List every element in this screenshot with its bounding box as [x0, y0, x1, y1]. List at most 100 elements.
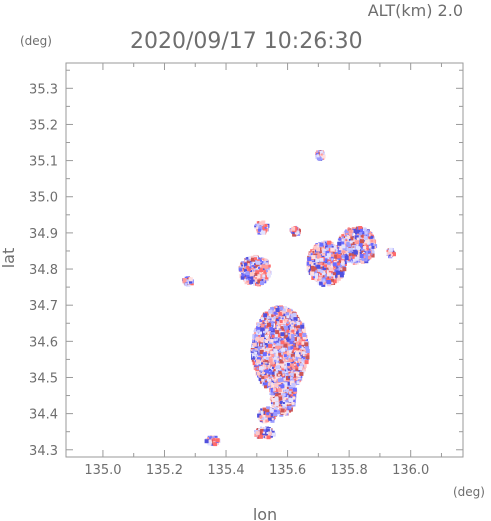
x-unit-label: (deg): [453, 485, 485, 499]
echo-cell: [338, 236, 341, 239]
echo-cell: [297, 364, 299, 367]
echo-cell: [293, 317, 298, 322]
echo-cell: [319, 156, 323, 160]
echo-cell: [350, 241, 355, 246]
echo-cell: [288, 334, 291, 337]
echo-cell: [293, 321, 296, 324]
echo-cell: [332, 268, 336, 272]
echo-cell: [270, 396, 273, 400]
echo-cell: [259, 415, 263, 419]
echo-cell: [331, 258, 334, 261]
echo-cell: [252, 349, 256, 353]
echo-cell: [291, 351, 294, 354]
echo-cell: [288, 354, 292, 358]
echo-cell: [277, 388, 282, 392]
echo-cell: [285, 329, 287, 332]
echo-cell: [268, 371, 272, 375]
echo-cell: [265, 409, 270, 414]
echo-cell: [294, 320, 297, 323]
echo-cell: [287, 366, 292, 371]
echo-cell: [269, 327, 274, 331]
echo-cell: [261, 370, 266, 375]
echo-cell: [327, 276, 332, 281]
echo-cell: [289, 315, 292, 317]
echo-cell: [256, 355, 259, 358]
echo-cell: [292, 388, 295, 391]
echo-cell: [259, 222, 263, 226]
echo-cell: [359, 232, 363, 236]
echo-cell: [265, 353, 270, 358]
echo-cell: [327, 264, 331, 268]
echo-cell: [252, 342, 257, 347]
echo-cell: [263, 319, 268, 323]
echo-cell: [292, 231, 295, 234]
echo-cell: [278, 392, 281, 395]
echo-cell: [338, 237, 342, 241]
echo-cell: [283, 343, 288, 348]
echo-cell: [289, 325, 293, 329]
echo-cell: [306, 266, 311, 271]
echo-cell: [267, 336, 270, 339]
y-tick-label: 34.7: [29, 299, 58, 314]
echo-cell: [289, 398, 293, 403]
echo-cell: [207, 441, 212, 446]
echo-cell: [285, 378, 290, 383]
echo-cell: [262, 227, 267, 232]
echo-cell: [352, 246, 355, 249]
echo-cell: [268, 358, 273, 363]
echo-cell: [240, 261, 245, 266]
echo-cell: [273, 376, 276, 379]
echo-cell: [291, 334, 295, 337]
echo-cell: [290, 346, 294, 350]
echo-cell: [333, 254, 338, 259]
echo-cell: [294, 371, 299, 376]
echo-cell: [289, 350, 293, 354]
echo-cell: [276, 411, 280, 415]
echo-cell: [213, 442, 218, 447]
echo-cell: [260, 259, 262, 262]
echo-cell: [272, 351, 275, 354]
echo-cell: [289, 335, 293, 339]
echo-cell: [365, 250, 370, 255]
echo-cell: [354, 235, 359, 240]
echo-cell: [287, 394, 292, 399]
echo-cell: [290, 401, 293, 404]
echo-cell: [255, 336, 260, 341]
echo-cell: [360, 239, 364, 244]
echo-cell: [357, 254, 362, 259]
echo-cell: [296, 336, 301, 341]
echo-cell: [364, 258, 368, 262]
echo-cell: [282, 387, 287, 392]
echo-cell: [279, 399, 283, 403]
echo-cell: [262, 320, 265, 323]
echo-cell: [259, 359, 263, 363]
echo-cell: [341, 244, 346, 249]
echo-cell: [370, 242, 374, 246]
echo-cell: [275, 357, 279, 361]
echo-cell: [290, 353, 295, 358]
echo-cell: [331, 260, 334, 263]
echo-cell: [269, 369, 271, 371]
echo-cell: [255, 265, 258, 268]
echo-cell: [278, 317, 281, 319]
echo-cell: [290, 394, 293, 397]
echo-cell: [208, 436, 212, 440]
echo-cell: [254, 225, 257, 228]
echo-cell: [263, 370, 266, 372]
echo-cell: [288, 358, 293, 362]
echo-cell: [253, 266, 256, 269]
echo-cell: [272, 378, 275, 381]
echo-cell: [340, 241, 345, 246]
echo-cell: [262, 346, 265, 349]
echo-cell: [280, 332, 285, 337]
echo-cell: [266, 348, 270, 352]
echo-cell: [282, 375, 285, 378]
echo-cell: [315, 273, 318, 277]
echo-cell: [282, 374, 285, 376]
x-tick-label: 135.4: [207, 463, 244, 478]
y-tick-label: 35.2: [29, 118, 58, 133]
echo-cell: [255, 270, 260, 275]
echo-cell: [283, 306, 286, 309]
echo-cell: [366, 234, 369, 237]
echo-cell: [255, 431, 260, 436]
